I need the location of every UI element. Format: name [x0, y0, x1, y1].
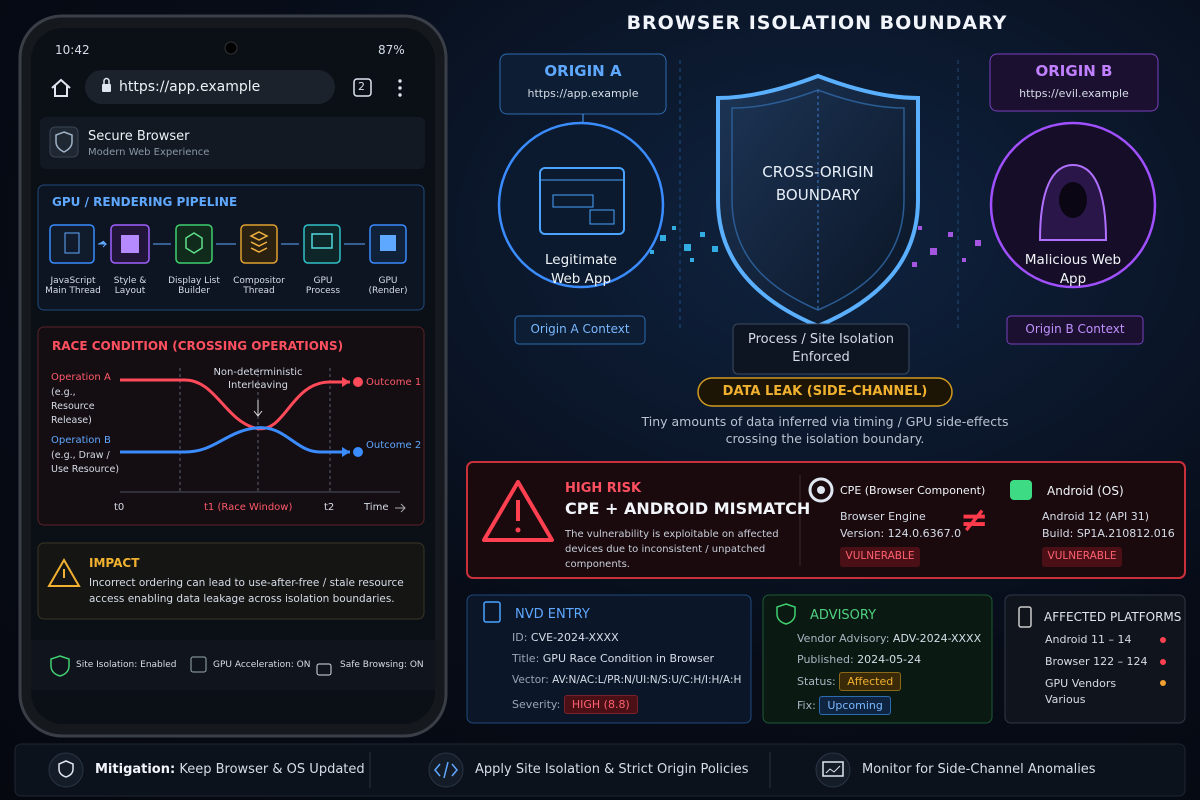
advisory-value: ADV-2024-XXXX [892, 632, 982, 645]
advisory-label: Fix: [797, 699, 816, 712]
status-time: 10:42 [55, 43, 90, 57]
status-battery: 87% [378, 43, 405, 57]
status-item: Safe Browsing: ON [340, 660, 424, 670]
android-build: Build: SP1A.210812.016 [1042, 527, 1175, 540]
impact-title: IMPACT [89, 556, 140, 570]
footer-label: Mitigation: [95, 762, 176, 777]
affected-item: Browser 122 – 124 [1045, 655, 1148, 668]
timeline-label: t1 (Race Window) [204, 502, 293, 513]
advisory-row: Status: Affected [797, 672, 902, 691]
status-item: GPU Acceleration: ON [213, 660, 311, 670]
nvd-label: Severity: [512, 698, 561, 711]
origin-a-context: Origin A Context [530, 322, 630, 336]
nvd-value: CVE-2024-XXXX [530, 631, 619, 644]
affected-title: AFFECTED PLATFORMS [1044, 610, 1182, 624]
app-title: Secure Browser [88, 129, 190, 144]
advisory-title: ADVISORY [810, 608, 877, 623]
operation-b: Operation B [51, 435, 111, 446]
origin-a-app: Legitimate Web App [545, 252, 617, 287]
nvd-label: Vector: [512, 674, 549, 686]
risk-level: HIGH RISK [565, 481, 642, 496]
cpe-component: Browser Engine [840, 510, 926, 523]
nvd-label: ID: [512, 631, 528, 644]
nvd-row: Severity: HIGH (8.8) [512, 695, 638, 714]
footer-item: Mitigation: Keep Browser & OS Updated [95, 762, 365, 777]
boundary-label: CROSS-ORIGIN BOUNDARY [762, 163, 874, 204]
mismatch-symbol: ≠ [960, 500, 989, 540]
advisory-label: Status: [797, 675, 836, 688]
nvd-row: Title: GPU Race Condition in Browser [512, 652, 714, 665]
cpe-status: VULNERABLE [845, 550, 915, 562]
stage-label: JavaScript Main Thread [45, 276, 101, 296]
operation-b-detail: (e.g., Draw / Use Resource) [51, 450, 120, 475]
stage-label: Compositor Thread [233, 276, 285, 296]
cpe-title: CPE (Browser Component) [840, 484, 986, 497]
leak-description: Tiny amounts of data inferred via timing… [641, 414, 1009, 446]
nvd-row: ID: CVE-2024-XXXX [512, 631, 619, 644]
nvd-title: NVD ENTRY [515, 607, 590, 622]
advisory-row: Published: 2024-05-24 [797, 653, 921, 666]
stage-label: GPU (Render) [368, 276, 408, 296]
stage-label: Display List Builder [168, 276, 220, 296]
fix-badge: Upcoming [819, 696, 891, 715]
stage-label: Style & Layout [113, 276, 147, 296]
affected-item: GPU Vendors Various [1045, 677, 1117, 706]
outcome-label: Outcome 1 [366, 377, 422, 388]
origin-b-url: https://evil.example [1019, 87, 1129, 100]
race-note: Non-deterministic Interleaving [213, 367, 303, 391]
boundary-enforcement: Process / Site Isolation Enforced [747, 332, 895, 365]
operation-a-detail: (e.g., Resource Release) [51, 387, 95, 426]
advisory-value: 2024-05-24 [857, 653, 922, 666]
timeline-label: t2 [324, 502, 335, 513]
nvd-row: Vector: AV:N/AC:L/PR:N/UI:N/S:U/C:H/I:H/… [512, 674, 741, 686]
stage-label: GPU Process [305, 276, 341, 296]
android-status: VULNERABLE [1047, 550, 1117, 562]
advisory-label: Vendor Advisory: [797, 632, 890, 645]
footer-text: Keep Browser & OS Updated [179, 762, 365, 777]
risk-description: The vulnerability is exploitable on affe… [565, 529, 779, 570]
app-subtitle: Modern Web Experience [88, 147, 210, 158]
status-badge: Affected [839, 672, 902, 691]
operation-a: Operation A [51, 372, 111, 383]
origin-a-label: ORIGIN A [544, 62, 622, 80]
footer-item: Apply Site Isolation & Strict Origin Pol… [475, 762, 749, 777]
timeline-label: Time [364, 502, 389, 513]
nvd-value: AV:N/AC:L/PR:N/UI:N/S:U/C:H/I:H/A:H [552, 674, 742, 686]
status-item: Site Isolation: Enabled [76, 660, 177, 670]
cpe-version: Version: 124.0.6367.0 [840, 527, 962, 540]
advisory-label: Published: [797, 653, 854, 666]
diagram-title: BROWSER ISOLATION BOUNDARY [626, 12, 1008, 34]
origin-b-context: Origin B Context [1025, 322, 1125, 336]
nvd-value: GPU Race Condition in Browser [542, 652, 715, 665]
outcome-label: Outcome 2 [366, 440, 422, 451]
impact-text: Incorrect ordering can lead to use-after… [89, 577, 404, 605]
severity-badge: HIGH (8.8) [563, 695, 638, 714]
advisory-row: Fix: Upcoming [797, 696, 891, 715]
tab-count[interactable]: 2 [358, 80, 365, 93]
origin-b-app: Malicious Web App [1024, 252, 1122, 287]
origin-a-url: https://app.example [527, 87, 639, 100]
pipeline-title: GPU / RENDERING PIPELINE [52, 195, 238, 209]
risk-headline: CPE + ANDROID MISMATCH [565, 499, 811, 518]
url-bar[interactable]: https://app.example [119, 79, 261, 95]
android-version: Android 12 (API 31) [1042, 510, 1149, 523]
affected-item: Android 11 – 14 [1045, 633, 1132, 646]
origin-b-label: ORIGIN B [1035, 62, 1113, 80]
timeline-label: t0 [114, 502, 125, 513]
android-title: Android (OS) [1047, 484, 1124, 498]
footer-item: Monitor for Side-Channel Anomalies [862, 762, 1096, 777]
race-title: RACE CONDITION (CROSSING OPERATIONS) [52, 339, 344, 353]
advisory-row: Vendor Advisory: ADV-2024-XXXX [797, 632, 981, 645]
leak-label: DATA LEAK (SIDE-CHANNEL) [722, 384, 928, 399]
nvd-label: Title: [512, 652, 540, 665]
